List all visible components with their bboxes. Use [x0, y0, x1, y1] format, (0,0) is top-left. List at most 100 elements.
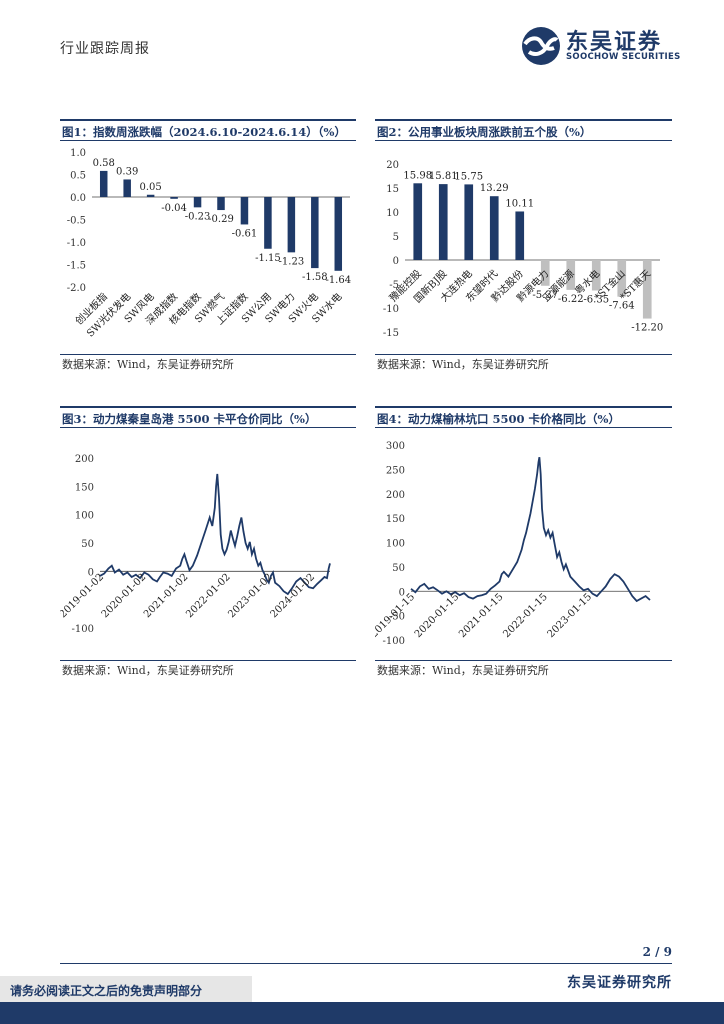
- bar: [438, 184, 448, 260]
- y-tick-label: 20: [386, 160, 399, 171]
- y-tick-label: -5: [389, 280, 399, 291]
- data-label: -6.22: [558, 294, 584, 305]
- figure-2-title: 图2：公用事业板块周涨跌前五个股（%）: [375, 119, 672, 141]
- bar: [515, 211, 525, 260]
- bar: [413, 183, 423, 260]
- bar: [170, 197, 178, 199]
- y-tick-label: -50: [389, 612, 405, 623]
- footer-org-name: 东吴证券研究所: [567, 975, 672, 991]
- x-tick-label: 2020-01-02: [100, 572, 149, 621]
- data-label: 13.29: [480, 183, 509, 194]
- y-tick-label: -1.0: [67, 238, 86, 249]
- logo-english-name: SOOCHOW SECURITIES: [566, 52, 681, 62]
- data-label: -1.64: [325, 275, 351, 286]
- data-label: -6.35: [583, 294, 609, 305]
- data-label: -0.29: [208, 214, 234, 225]
- page-number: 2 / 9: [642, 945, 672, 959]
- x-tick-label: 2023-01-02: [226, 572, 275, 621]
- bar: [240, 197, 249, 225]
- y-tick-label: -1.5: [67, 261, 86, 272]
- figure-4-source: 数据来源：Wind，东吴证券研究所: [375, 660, 672, 680]
- chart-index-weekly-change: 1.00.50.0-0.5-1.0-1.5-2.00.58创业板指0.39SW光…: [67, 148, 351, 340]
- data-label: -1.23: [279, 256, 305, 267]
- x-tick-label: 2023-01-15: [546, 592, 595, 641]
- footer-divider: [60, 963, 672, 964]
- data-label: -5.37: [532, 290, 558, 301]
- bar: [540, 260, 550, 286]
- bar: [287, 197, 296, 253]
- logo-chinese-name: 东吴证券: [566, 30, 663, 55]
- x-tick-label: 2024-01-02: [269, 572, 318, 621]
- y-tick-label: 5: [393, 232, 399, 243]
- x-tick-label: 2022-01-02: [184, 572, 233, 621]
- y-tick-label: 50: [81, 539, 94, 550]
- bar: [311, 197, 319, 269]
- bar: [464, 184, 474, 260]
- bar: [566, 260, 576, 290]
- chart-utility-top-stocks: 20151050-5-10-1515.98豫能控股15.81国新BJ股15.75…: [383, 160, 663, 339]
- report-type-title: 行业跟踪周报: [60, 41, 150, 57]
- y-tick-label: 15: [386, 184, 399, 195]
- data-label: -0.23: [185, 211, 211, 222]
- figure-3-title: 图3：动力煤秦皇岛港 5500 卡平仓价同比（%）: [60, 406, 356, 428]
- bar: [264, 197, 272, 249]
- y-tick-label: 200: [386, 490, 405, 501]
- series-line: [99, 473, 331, 596]
- y-tick-label: 200: [75, 454, 94, 465]
- y-tick-label: -10: [383, 304, 399, 315]
- y-tick-label: 150: [75, 482, 94, 493]
- series-line: [410, 457, 651, 603]
- y-tick-label: 0: [399, 587, 405, 598]
- y-tick-label: -0.5: [67, 216, 86, 227]
- figure-1-title: 图1：指数周涨跌幅（2024.6.10-2024.6.14）（%）: [60, 119, 356, 141]
- x-tick-label: 2019-01-15: [375, 592, 417, 641]
- chart-yulin-coal-price-yoy: 300 250 200 150 100 50 0 -50 -1002019-01-152020-…: [375, 441, 651, 647]
- y-tick-label: 150: [386, 514, 405, 525]
- y-tick-label: -100: [383, 636, 405, 647]
- footer-band: [0, 1002, 724, 1024]
- y-tick-label: 50: [392, 563, 405, 574]
- y-tick-label: -15: [383, 328, 399, 339]
- bar: [591, 260, 601, 291]
- data-label: -12.20: [631, 323, 663, 334]
- y-tick-label: 0: [393, 256, 399, 267]
- bar: [617, 260, 627, 297]
- bar: [334, 197, 343, 271]
- data-label: -0.04: [161, 203, 187, 214]
- x-tick-label: 2022-01-15: [501, 592, 550, 641]
- x-tick-label: 2021-01-02: [142, 572, 191, 621]
- y-tick-label: 0: [88, 567, 94, 578]
- bar: [123, 179, 131, 197]
- bar: [217, 197, 225, 211]
- data-label: 15.75: [454, 171, 483, 182]
- data-label: 0.05: [140, 182, 162, 193]
- figure-2-source: 数据来源：Wind，东吴证券研究所: [375, 354, 672, 374]
- figure-4-title: 图4：动力煤榆林坑口 5500 卡价格同比（%）: [375, 406, 672, 428]
- data-label: -1.58: [302, 272, 328, 283]
- data-label: 0.39: [116, 166, 138, 177]
- soochow-logo-icon: [522, 27, 560, 65]
- y-tick-label: 10: [386, 208, 399, 219]
- y-tick-label: -100: [72, 624, 94, 635]
- data-label: 0.58: [93, 158, 115, 169]
- figure-1-source: 数据来源：Wind，东吴证券研究所: [60, 354, 356, 374]
- data-label: -1.15: [255, 253, 281, 264]
- bar: [642, 260, 652, 319]
- y-tick-label: 100: [386, 539, 405, 550]
- bar: [99, 170, 108, 197]
- bar: [146, 194, 155, 197]
- y-tick-label: -2.0: [67, 283, 86, 294]
- data-label: -0.61: [232, 228, 258, 239]
- figure-3-source: 数据来源：Wind，东吴证券研究所: [60, 660, 356, 680]
- data-label: 10.11: [505, 198, 534, 209]
- data-label: -7.64: [609, 301, 635, 312]
- x-tick-label: 2021-01-15: [457, 592, 506, 641]
- y-tick-label: 300: [386, 441, 405, 452]
- y-tick-label: 0.0: [70, 193, 86, 204]
- data-label: 15.98: [403, 170, 432, 181]
- chart-qhd-coal-price-yoy: 200150100500-1002019-01-022020-01-022021…: [60, 454, 331, 635]
- y-tick-label: 0.5: [70, 171, 86, 182]
- disclaimer-notice: 请务必阅读正文之后的免责声明部分: [0, 976, 252, 1002]
- data-label: 15.81: [429, 171, 458, 182]
- bar: [489, 196, 499, 260]
